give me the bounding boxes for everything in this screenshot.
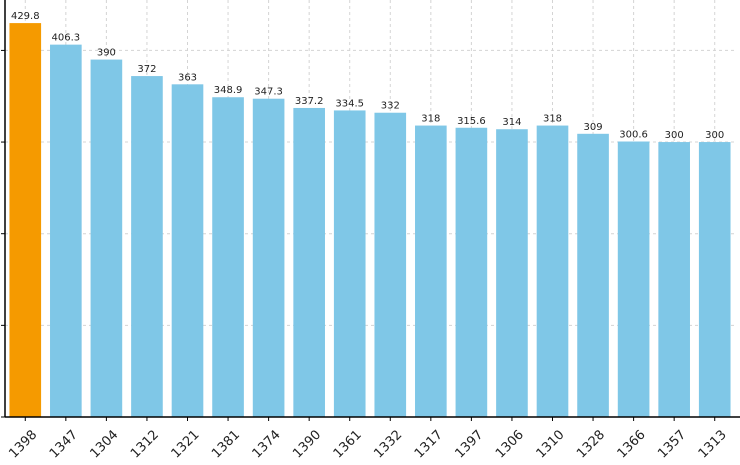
value-label: 315.6 [457,116,486,127]
value-label: 363 [178,72,197,83]
x-tick-label: 1317 [412,427,446,461]
bar [333,110,366,417]
x-tick-label: 1381 [209,427,243,461]
bar [415,125,447,418]
bar [455,127,488,417]
bar [658,142,690,418]
x-tick-label: 1304 [87,427,121,461]
value-label: 347.3 [254,87,283,98]
x-tick-label: 1397 [452,427,486,461]
x-tick-label: 1347 [47,427,81,461]
x-tick-label: 1321 [169,427,203,461]
value-label: 300 [705,130,724,141]
value-label: 314 [502,117,521,128]
bar [50,44,82,417]
bar [293,107,325,417]
value-label: 337.2 [295,96,324,107]
bar [536,125,569,418]
bar [496,129,528,417]
x-tick-label: 1332 [371,427,405,461]
bar [131,76,163,418]
bar [617,141,650,417]
value-label: 318 [543,114,562,125]
x-tick-label: 1313 [696,427,730,461]
value-label: 309 [584,122,603,133]
bar [374,112,407,417]
bar [90,59,123,417]
value-label: 300.6 [619,130,648,141]
bar [212,97,244,418]
value-label: 372 [137,64,156,75]
x-tick-label: 1310 [534,427,568,461]
x-tick-label: 1361 [331,427,365,461]
bar [577,133,609,418]
x-tick-label: 1312 [128,427,162,461]
x-tick-label: 1357 [655,427,689,461]
bar [698,142,731,418]
bar [9,23,42,417]
x-tick-label: 1328 [574,427,608,461]
bar [171,84,204,418]
value-label: 300 [665,130,684,141]
value-label: 390 [97,48,116,59]
value-label: 334.5 [335,98,364,109]
value-label: 406.3 [52,33,81,44]
x-tick-label: 1398 [6,427,40,461]
x-tick-label: 1390 [290,427,324,461]
value-label: 429.8 [11,11,40,22]
x-tick-label: 1306 [493,427,527,461]
x-tick-label: 1374 [250,427,284,461]
bar [252,98,285,418]
value-label: 332 [381,101,400,112]
value-label: 348.9 [214,85,243,96]
x-tick-label: 1366 [615,427,649,461]
value-label: 318 [421,114,440,125]
